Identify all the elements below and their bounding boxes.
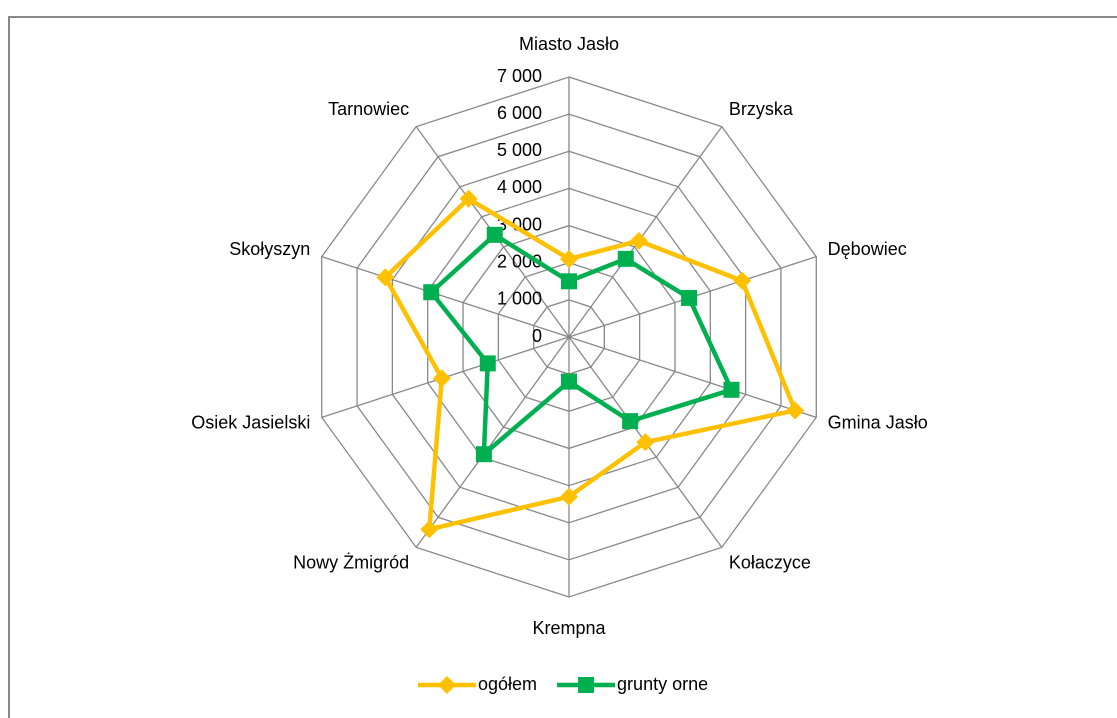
r-tick-label: 5 000: [497, 140, 542, 160]
category-label: Skołyszyn: [229, 239, 310, 259]
marker: [475, 446, 492, 463]
marker: [420, 520, 439, 539]
marker: [723, 381, 740, 398]
series-line: [428, 232, 734, 457]
r-tick-label: 0: [532, 326, 542, 346]
legend-marker: [438, 676, 456, 694]
marker: [622, 413, 639, 430]
r-tick-label: 7 000: [497, 66, 542, 86]
marker: [681, 289, 698, 306]
marker: [629, 231, 648, 250]
legend-label: grunty orne: [617, 674, 708, 694]
category-label: Nowy Żmigród: [293, 552, 409, 572]
spoke: [321, 256, 570, 338]
marker: [561, 273, 577, 290]
marker: [617, 250, 634, 267]
marker: [486, 226, 503, 243]
series-line: [383, 196, 798, 532]
category-label: Brzyska: [729, 99, 794, 119]
spoke: [568, 336, 817, 418]
r-tick-label: 1 000: [497, 289, 542, 309]
r-tick-label: 6 000: [497, 103, 542, 123]
category-label: Dębowiec: [828, 239, 907, 259]
marker: [560, 250, 578, 268]
marker: [432, 369, 451, 388]
marker: [733, 271, 752, 290]
category-label: Gmina Jasło: [828, 412, 928, 432]
r-tick-label: 4 000: [497, 177, 542, 197]
marker: [479, 355, 496, 372]
category-label: Osiek Jasielski: [191, 412, 310, 432]
marker: [423, 284, 440, 301]
r-tick-label: 3 000: [497, 214, 542, 234]
category-label: Kołaczyce: [729, 552, 811, 572]
spoke: [415, 336, 570, 548]
legend-marker: [578, 677, 595, 693]
marker: [561, 373, 577, 390]
marker: [786, 401, 805, 420]
chart-frame: [8, 16, 1117, 718]
marker: [376, 268, 395, 287]
category-label: Miasto Jasło: [519, 34, 619, 54]
legend-label: ogółem: [478, 674, 537, 694]
spoke: [568, 126, 723, 338]
category-label: Krempna: [532, 618, 606, 638]
marker: [459, 189, 478, 208]
marker: [560, 487, 578, 506]
marker: [636, 433, 655, 452]
category-label: Tarnowiec: [328, 99, 409, 119]
